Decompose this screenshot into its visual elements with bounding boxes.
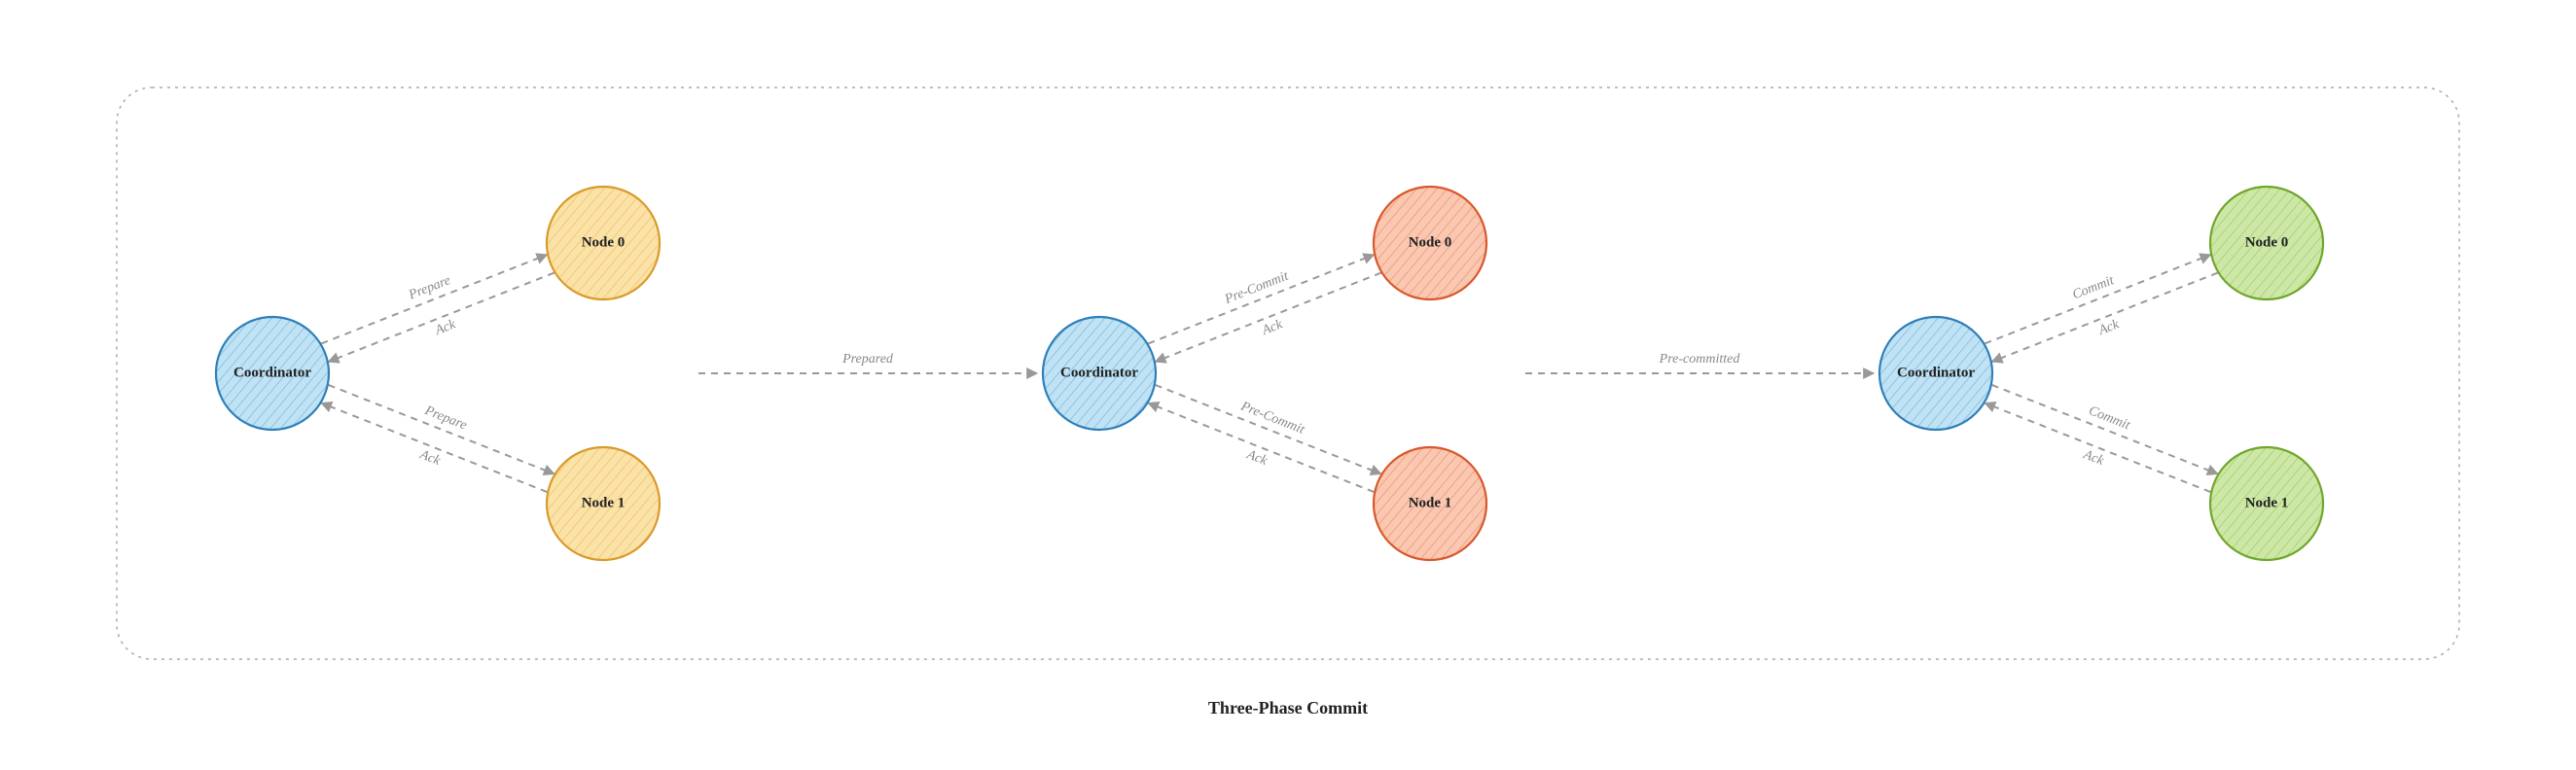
- phase3-node0: Node 0: [2210, 187, 2323, 299]
- phase2-ack-n0-label: Ack: [1260, 317, 1286, 338]
- phase3-out-n1: [1992, 385, 2218, 473]
- phase1-out-n1-label: Prepare: [422, 403, 469, 434]
- phase1-out-n0: [321, 255, 547, 343]
- diagram-container: [117, 88, 2459, 659]
- phase2-node0: Node 0: [1374, 187, 1486, 299]
- phase1-coordinator-label: Coordinator: [233, 365, 311, 380]
- phase2-out-n1: [1156, 385, 1381, 473]
- phase3-node0-label: Node 0: [2245, 234, 2289, 250]
- phase1-node1-label: Node 1: [582, 495, 626, 510]
- phase2-coordinator: Coordinator: [1043, 317, 1156, 430]
- phase3-out-n0: [1985, 255, 2210, 343]
- phase2-out-n0: [1148, 255, 1374, 343]
- transition-label: Pre-committed: [1659, 352, 1741, 367]
- phase3-ack-n1-label: Ack: [2081, 447, 2107, 469]
- phase3-coordinator: Coordinator: [1879, 317, 1992, 430]
- phase3-ack-n0-label: Ack: [2096, 317, 2123, 338]
- diagram-title: Three-Phase Commit: [1208, 698, 1368, 718]
- transition-label: Prepared: [841, 352, 894, 367]
- phase1-node0: Node 0: [547, 187, 660, 299]
- phase2-coordinator-label: Coordinator: [1060, 365, 1138, 380]
- phase1-coordinator: Coordinator: [216, 317, 329, 430]
- phase1-node0-label: Node 0: [582, 234, 626, 250]
- phase3-coordinator-label: Coordinator: [1897, 365, 1975, 380]
- phase1-ack-n0-label: Ack: [433, 317, 459, 338]
- phase2-out-n1-label: Pre-Commit: [1238, 399, 1307, 438]
- phase2-node1-label: Node 1: [1409, 495, 1452, 510]
- phase1-out-n1: [329, 385, 555, 473]
- phase1-node1: Node 1: [547, 447, 660, 560]
- phase1-ack-n1-label: Ack: [417, 447, 444, 469]
- phase2-ack-n1-label: Ack: [1244, 447, 1270, 469]
- phase1-out-n0-label: Prepare: [406, 273, 452, 303]
- three-phase-commit-diagram: Prepare Ack Prepare Ack Coordinator Node 0 Nod…: [0, 0, 2576, 770]
- phase2-node1: Node 1: [1374, 447, 1486, 560]
- phase2-node0-label: Node 0: [1409, 234, 1452, 250]
- phase3-out-n0-label: Commit: [2070, 273, 2117, 303]
- phase3-node1: Node 1: [2210, 447, 2323, 560]
- phase3-out-n1-label: Commit: [2087, 403, 2133, 434]
- phase3-node1-label: Node 1: [2245, 495, 2289, 510]
